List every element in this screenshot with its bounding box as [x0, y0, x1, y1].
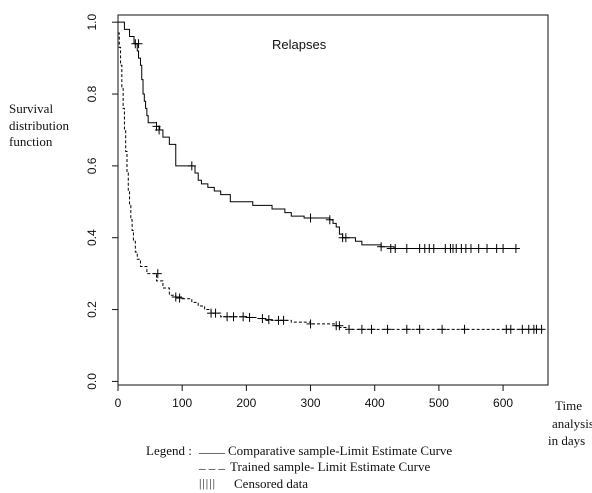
censored-mark-trained: [258, 314, 267, 324]
x-tick-label: 0: [115, 396, 122, 410]
legend-label-censored: Censored data: [234, 476, 309, 491]
y-axis-label-line-2: distribution: [9, 118, 69, 133]
censored-mark-trained: [175, 293, 184, 303]
censored-mark-trained: [506, 324, 515, 334]
legend-label-trained: Trained sample- Limit Estimate Curve: [230, 459, 431, 474]
x-axis-label-line-3: in days: [548, 433, 586, 448]
y-axis: 0.0 0.2 0.4 0.6 0.8 1.0: [85, 14, 118, 390]
censored-mark-trained: [306, 319, 315, 329]
y-tick-label: 0.0: [85, 373, 99, 390]
x-axis: 0 100 200 300 400 500 600: [115, 385, 513, 410]
x-tick-label: 100: [172, 396, 192, 410]
y-axis-label-line-3: function: [9, 134, 53, 149]
y-tick-label: 0.8: [85, 85, 99, 102]
censored-mark-comparative: [429, 243, 438, 253]
censored-mark-comparative: [499, 243, 508, 253]
censored-mark-trained: [239, 312, 248, 322]
censored-mark-trained: [245, 312, 254, 322]
plot-frame: [117, 14, 549, 386]
censored-mark-comparative: [377, 242, 386, 252]
censored-mark-comparative: [325, 215, 334, 225]
censored-mark-comparative: [483, 243, 492, 253]
x-axis-label-line-2: analysis: [552, 416, 592, 431]
censored-mark-comparative: [391, 243, 400, 253]
series-layer: [118, 21, 546, 334]
chart-title: Relapses: [272, 37, 327, 52]
censored-mark-trained: [367, 324, 376, 334]
censored-mark-trained: [279, 315, 288, 325]
censored-mark-comparative: [187, 161, 196, 171]
x-tick-label: 200: [236, 396, 256, 410]
legend-marker-censored: | | | | |: [199, 476, 215, 490]
censored-mark-comparative: [474, 243, 483, 253]
censored-mark-trained: [438, 324, 447, 334]
censored-mark-trained: [460, 324, 469, 334]
censored-mark-trained: [415, 324, 424, 334]
censored-mark-comparative: [402, 243, 411, 253]
x-tick-label: 400: [365, 396, 385, 410]
censored-mark-trained: [153, 269, 162, 279]
legend-marker-comparative: ____: [199, 440, 225, 455]
censored-mark-comparative: [134, 39, 143, 49]
x-axis-label-line-1: Time: [555, 398, 582, 413]
censored-mark-comparative: [466, 243, 475, 253]
legend-label-comparative: Comparative sample-Limit Estimate Curve: [228, 443, 453, 458]
censored-mark-trained: [264, 315, 273, 325]
y-tick-label: 0.4: [85, 229, 99, 246]
censored-mark-trained: [335, 321, 344, 331]
censored-mark-trained: [229, 312, 238, 322]
legend-marker-trained: _ _ _: [199, 456, 225, 471]
survival-curve-comparative: [118, 21, 516, 249]
censored-mark-comparative: [306, 213, 315, 223]
censored-mark-comparative: [341, 233, 350, 243]
x-tick-label: 500: [429, 396, 449, 410]
censored-mark-trained: [211, 308, 220, 318]
censored-mark-trained: [402, 324, 411, 334]
x-tick-label: 600: [493, 396, 513, 410]
censored-mark-comparative: [511, 243, 520, 253]
y-tick-label: 1.0: [85, 14, 99, 31]
y-tick-label: 0.2: [85, 301, 99, 318]
survival-curve-trained: [118, 32, 542, 330]
legend-heading: Legend :: [146, 443, 192, 458]
y-tick-label: 0.6: [85, 157, 99, 174]
y-axis-label-line-1: Survival: [9, 101, 54, 116]
censored-mark-trained: [537, 324, 546, 334]
censored-mark-trained: [345, 324, 354, 334]
censored-mark-trained: [171, 292, 180, 302]
censored-mark-comparative: [155, 125, 164, 135]
x-tick-label: 300: [301, 396, 321, 410]
censored-mark-trained: [383, 324, 392, 334]
censored-mark-trained: [357, 324, 366, 334]
